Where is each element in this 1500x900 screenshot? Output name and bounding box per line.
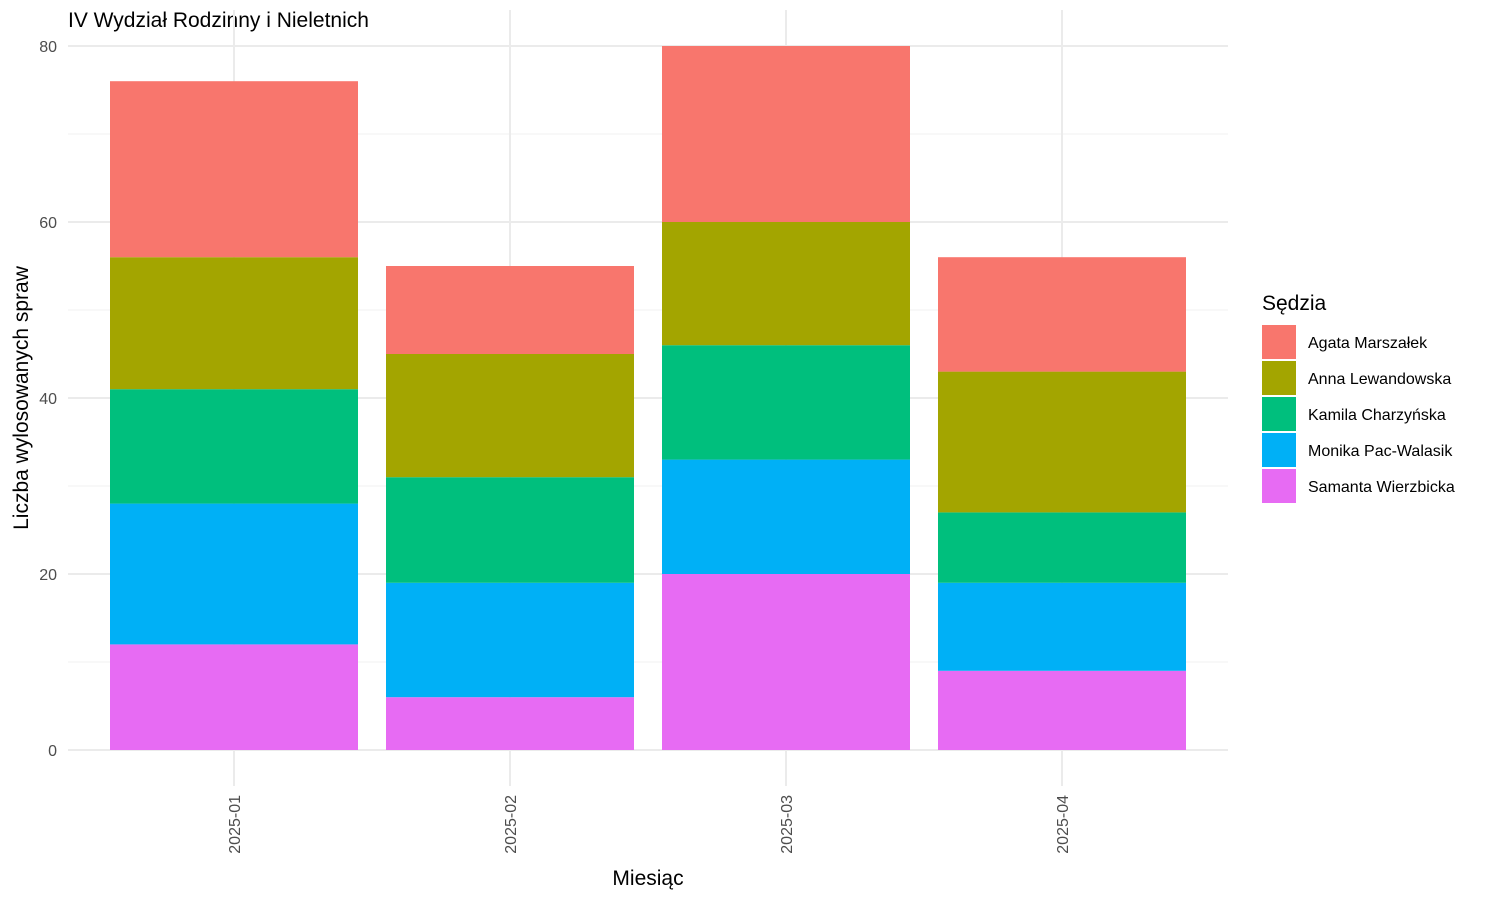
legend-label: Agata Marszałek [1308, 335, 1428, 352]
bar-segment [938, 257, 1186, 372]
chart-title: IV Wydział Rodzinny i Nieletnich [68, 9, 369, 32]
y-axis-ticks: 0 20 40 60 80 [39, 39, 57, 760]
legend-label: Samanta Wierzbicka [1308, 479, 1455, 496]
x-axis-title: Miesiąc [612, 867, 683, 890]
bar-segment [938, 371, 1186, 513]
y-tick-label: 80 [39, 39, 57, 56]
legend-label: Kamila Charzyńska [1308, 407, 1446, 424]
bar-segment [938, 582, 1186, 671]
bar-segment [110, 257, 358, 390]
y-tick-label: 0 [48, 743, 57, 760]
legend-swatch [1262, 433, 1296, 467]
bar-segment [662, 459, 910, 574]
x-tick-label: 2025-04 [1055, 795, 1072, 854]
y-tick-label: 60 [39, 215, 57, 232]
bar-segment [110, 503, 358, 645]
bar-segment [662, 46, 910, 222]
bar-segment [938, 512, 1186, 583]
y-tick-label: 40 [39, 391, 57, 408]
y-tick-label: 20 [39, 567, 57, 584]
bar-segment [662, 222, 910, 346]
x-tick-label: 2025-02 [503, 795, 520, 854]
y-axis-title: Liczba wylosowanych spraw [10, 265, 33, 530]
legend-title: Sędzia [1262, 292, 1327, 315]
legend-swatch [1262, 361, 1296, 395]
bar-segment [386, 582, 634, 698]
bar-segment [110, 81, 358, 258]
legend-label: Monika Pac-Walasik [1308, 443, 1453, 460]
legend-label: Anna Lewandowska [1308, 371, 1451, 388]
bar-segment [110, 389, 358, 504]
bar-segment [662, 345, 910, 460]
bar-segment [386, 697, 634, 750]
bar-segment [110, 644, 358, 750]
legend-swatch [1262, 397, 1296, 431]
bar-segment [938, 670, 1186, 750]
bar-segment [662, 574, 910, 750]
x-axis-ticks: 2025-01 2025-02 2025-03 2025-04 [227, 795, 1072, 854]
x-tick-label: 2025-03 [779, 795, 796, 854]
bar-segment [386, 477, 634, 583]
bar-segment [386, 266, 634, 354]
bar-segment [386, 354, 634, 478]
legend: Sędzia Agata Marszałek Anna Lewandowska Ka… [1262, 292, 1455, 503]
legend-swatch [1262, 325, 1296, 359]
x-tick-label: 2025-01 [227, 795, 244, 854]
legend-swatch [1262, 469, 1296, 503]
bars [110, 46, 1186, 750]
